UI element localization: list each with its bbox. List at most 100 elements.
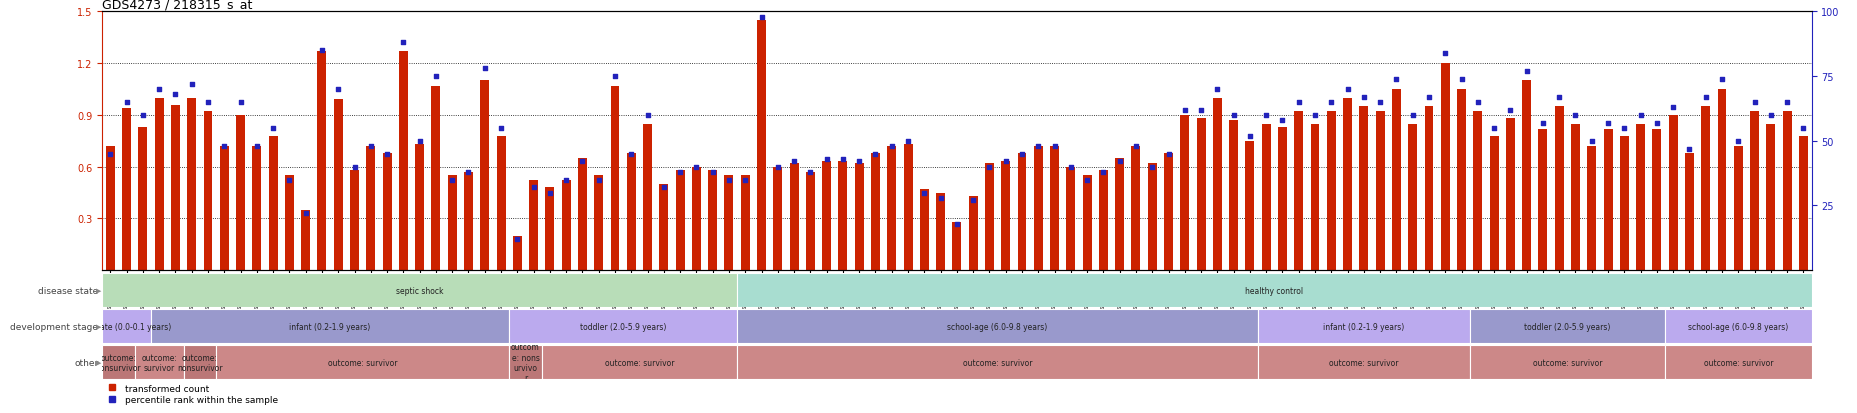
Point [1560, 112, 1590, 119]
Text: outcome: survivor: outcome: survivor [604, 358, 674, 367]
Bar [919, 190, 928, 271]
Point [778, 159, 808, 166]
Bar [737, 273, 1811, 308]
Bar [1521, 81, 1530, 271]
Bar [284, 176, 293, 271]
Bar [888, 147, 895, 271]
Bar [643, 124, 652, 271]
Point [713, 177, 743, 183]
Bar [318, 52, 327, 271]
Bar [1148, 164, 1157, 271]
Point [95, 151, 124, 158]
Bar [737, 345, 1257, 380]
Point [763, 164, 793, 171]
Bar [253, 147, 262, 271]
Point [1788, 125, 1818, 132]
Bar [854, 164, 864, 271]
Bar [204, 112, 212, 271]
Point [877, 143, 906, 150]
Text: toddler (2.0-5.9 years): toddler (2.0-5.9 years) [579, 322, 667, 331]
Text: GDS4273 / 218315_s_at: GDS4273 / 218315_s_at [102, 0, 253, 11]
Bar [1749, 112, 1759, 271]
Point [1218, 112, 1248, 119]
Text: outcome:
nonsurvivor: outcome: nonsurvivor [176, 353, 223, 372]
Bar [448, 176, 457, 271]
Bar [594, 176, 604, 271]
Point [1317, 100, 1346, 106]
Bar [215, 345, 509, 380]
Point [470, 66, 500, 73]
Point [323, 87, 353, 93]
Point [552, 177, 581, 183]
Bar [1538, 129, 1547, 271]
Bar [611, 86, 618, 271]
Text: other: other [74, 358, 98, 367]
Bar [1766, 124, 1775, 271]
Bar [871, 154, 880, 271]
Bar [1619, 136, 1629, 271]
Bar [546, 188, 553, 271]
Bar [1114, 159, 1123, 271]
Point [1153, 151, 1183, 158]
Bar [1294, 112, 1302, 271]
Text: school-age (6.0-9.8 years): school-age (6.0-9.8 years) [947, 322, 1047, 331]
Point [453, 169, 483, 176]
Point [1348, 94, 1378, 101]
Point [371, 151, 401, 158]
Bar [626, 154, 635, 271]
Bar [399, 52, 409, 271]
Point [860, 151, 890, 158]
Text: neonate (0.0-0.1 years): neonate (0.0-0.1 years) [82, 322, 171, 331]
Bar [1162, 154, 1172, 271]
Bar [509, 345, 542, 380]
Bar [936, 193, 945, 271]
Bar [561, 181, 570, 271]
Point [1591, 120, 1621, 127]
Point [1396, 112, 1426, 119]
Bar [479, 81, 488, 271]
Point [795, 169, 825, 176]
Bar [1408, 124, 1417, 271]
Bar [301, 210, 310, 271]
Text: septic shock: septic shock [396, 286, 444, 295]
Point [422, 74, 451, 80]
Bar [171, 105, 180, 271]
Point [682, 164, 711, 171]
Point [111, 100, 141, 106]
Text: outcome:
nonsurvivor: outcome: nonsurvivor [95, 353, 141, 372]
Point [975, 164, 1005, 171]
Bar [1439, 64, 1448, 271]
Point [1235, 133, 1265, 140]
Bar [1456, 90, 1465, 271]
Point [1772, 100, 1801, 106]
Bar [1469, 345, 1664, 380]
Point [535, 190, 565, 197]
Point [225, 100, 254, 106]
Bar [1684, 154, 1694, 271]
Point [1331, 87, 1361, 93]
Point [1071, 177, 1101, 183]
Bar [1196, 119, 1205, 271]
Point [306, 48, 336, 55]
Point [1382, 76, 1411, 83]
Bar [1229, 121, 1237, 271]
Point [893, 138, 923, 145]
Point [1543, 94, 1573, 101]
Bar [1603, 129, 1612, 271]
Point [665, 169, 695, 176]
Bar [1131, 147, 1140, 271]
Point [1526, 120, 1556, 127]
Text: ▶: ▶ [97, 287, 100, 294]
Bar [431, 86, 440, 271]
Bar [724, 176, 734, 271]
Point [160, 92, 189, 98]
Bar [513, 236, 522, 271]
Bar [1049, 147, 1058, 271]
Point [357, 143, 386, 150]
Point [941, 221, 971, 227]
Point [730, 177, 760, 183]
Bar [1374, 112, 1383, 271]
Bar [1424, 107, 1434, 271]
Point [210, 143, 240, 150]
Text: outcome:
survivor: outcome: survivor [141, 353, 176, 372]
